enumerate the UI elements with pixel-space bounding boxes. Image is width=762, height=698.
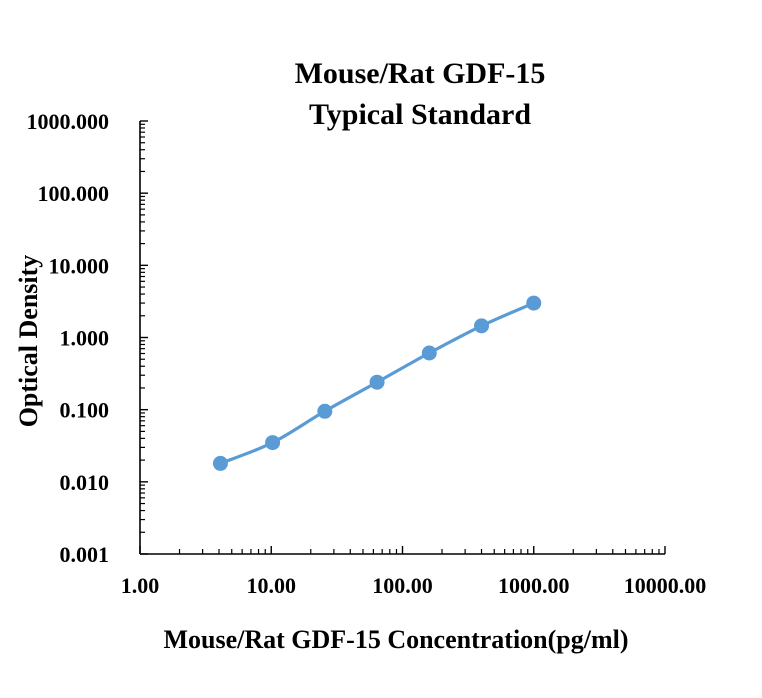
x-tick-label: 10.00	[247, 573, 297, 598]
x-tick-label: 10000.00	[624, 573, 707, 598]
x-tick-label: 100.00	[372, 573, 433, 598]
y-tick-label: 0.100	[60, 398, 110, 423]
chart-title-line-2: Typical Standard	[309, 98, 531, 131]
x-tick-label: 1.00	[121, 573, 160, 598]
tick-labels: 0.001 0.010 0.100 1.000 10.000 100.000 1000.00…	[27, 109, 707, 598]
data-point	[317, 403, 333, 419]
y-tick-label: 1.000	[60, 326, 110, 351]
x-axis-label: Mouse/Rat GDF-15 Concentration(pg/ml)	[163, 625, 628, 654]
y-tick-label: 1000.000	[27, 109, 110, 134]
axes	[139, 121, 665, 555]
data-point	[474, 318, 490, 334]
x-tick-label: 1000.00	[498, 573, 570, 598]
y-tick-label: 0.001	[60, 542, 110, 567]
data-point	[265, 435, 281, 451]
y-tick-label: 100.000	[38, 181, 110, 206]
y-tick-label: 0.010	[60, 470, 110, 495]
data-point	[212, 455, 228, 471]
data-point	[421, 345, 437, 361]
data-point	[526, 295, 542, 311]
chart-title-line-1: Mouse/Rat GDF-15	[295, 57, 546, 90]
y-tick-label: 10.000	[49, 253, 110, 278]
tick-marks	[139, 120, 666, 555]
data-series	[212, 295, 542, 471]
data-point	[369, 374, 385, 390]
y-axis-label: Optical Density	[14, 255, 43, 428]
